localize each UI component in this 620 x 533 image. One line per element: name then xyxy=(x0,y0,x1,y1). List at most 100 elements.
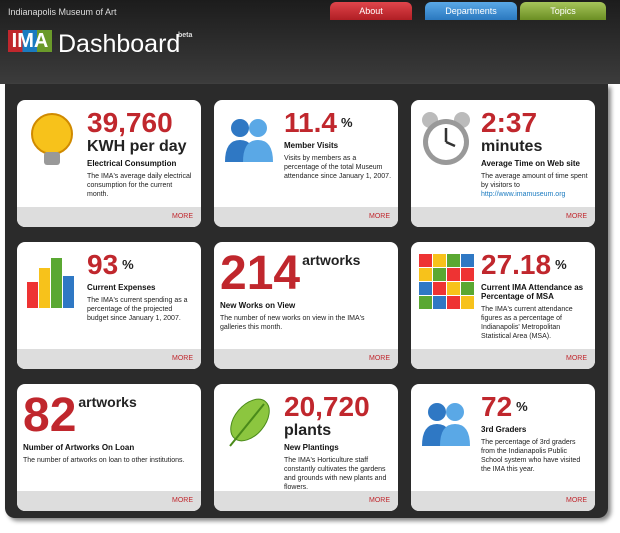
tab[interactable]: About xyxy=(330,2,412,20)
icon xyxy=(27,258,74,308)
metric-value: 20,720 plants xyxy=(284,392,392,440)
value: 93 xyxy=(87,249,119,280)
metric-value: 27.18% xyxy=(481,250,589,280)
unit: % xyxy=(555,257,567,272)
metric-value: 39,760 KWH per day xyxy=(87,108,195,156)
description-text: The average amount of time spent by visi… xyxy=(481,173,588,189)
unit: % xyxy=(340,115,353,130)
unit: KWH per day xyxy=(87,138,187,155)
icon xyxy=(225,119,273,162)
description: The IMA's current attendance figures as … xyxy=(481,305,589,341)
more-link[interactable]: MORE xyxy=(17,207,201,227)
page-title: Dashboard xyxy=(58,30,181,58)
card-body: 82 artworks Number of Artworks On Loan Th… xyxy=(23,392,195,465)
description-text: The number of artworks on loan to other … xyxy=(23,457,185,464)
value: 72 xyxy=(481,391,513,422)
metric-value: 2:37 minutes xyxy=(481,108,589,156)
tab[interactable]: Topics xyxy=(520,2,606,20)
unit: minutes xyxy=(481,138,543,155)
org-name: Indianapolis Museum of Art xyxy=(8,7,117,17)
more-link[interactable]: MORE xyxy=(17,491,201,511)
card-body: 72% 3rd Graders The percentage of 3rd gr… xyxy=(481,392,589,474)
card: 20,720 plants New Plantings The IMA's Hor… xyxy=(214,384,398,511)
card-body: 93% Current Expenses The IMA's current s… xyxy=(87,250,195,323)
more-link[interactable]: MORE xyxy=(411,491,595,511)
description: The number of artworks on loan to other … xyxy=(23,456,195,465)
header: Indianapolis Museum of Art IMA Dashboard… xyxy=(0,0,620,84)
icon xyxy=(422,403,470,446)
icon xyxy=(419,254,474,309)
card-title: New Works on View xyxy=(220,301,296,310)
card-body: 2:37 minutes Average Time on Web site The… xyxy=(481,108,589,199)
icon xyxy=(31,113,73,165)
card-body: 214 artworks New Works on View The number… xyxy=(220,250,392,332)
card-title: Current IMA Attendance as Percentage of … xyxy=(481,283,584,301)
card-title: Number of Artworks On Loan xyxy=(23,443,135,452)
beta-badge: beta xyxy=(178,32,193,39)
description: The IMA's current spending as a percenta… xyxy=(87,296,195,323)
description-text: The percentage of 3rd graders from the I… xyxy=(481,439,581,473)
value: 82 xyxy=(23,389,77,442)
card-title: 3rd Graders xyxy=(481,425,527,434)
tab[interactable]: Departments xyxy=(425,2,517,20)
card-body: 27.18% Current IMA Attendance as Percent… xyxy=(481,250,589,341)
card-body: 20,720 plants New Plantings The IMA's Hor… xyxy=(284,392,392,492)
metric-value: 93% xyxy=(87,250,195,280)
more-link[interactable]: MORE xyxy=(214,207,398,227)
metric-value: 72% xyxy=(481,392,589,422)
description: The IMA's average daily electrical consu… xyxy=(87,172,195,199)
metric-value: 214 artworks xyxy=(220,250,392,298)
card-title: Member Visits xyxy=(284,141,339,150)
more-link[interactable]: MORE xyxy=(411,349,595,369)
unit: plants xyxy=(284,422,332,439)
card: 2:37 minutes Average Time on Web site The… xyxy=(411,100,595,227)
unit: artworks xyxy=(78,394,137,410)
description: The number of new works on view in the I… xyxy=(220,314,392,332)
card: 72% 3rd Graders The percentage of 3rd gr… xyxy=(411,384,595,511)
description: The percentage of 3rd graders from the I… xyxy=(481,438,589,474)
description: The average amount of time spent by visi… xyxy=(481,172,589,199)
card: 39,760 KWH per day Electrical Consumption… xyxy=(17,100,201,227)
card-title: Average Time on Web site xyxy=(481,159,580,168)
card-title: Electrical Consumption xyxy=(87,159,177,168)
metric-value: 82 artworks xyxy=(23,392,195,440)
description-text: The IMA's average daily electrical consu… xyxy=(87,173,192,198)
value: 214 xyxy=(220,247,301,300)
card-title: New Plantings xyxy=(284,443,339,452)
link[interactable]: http://www.imamuseum.org xyxy=(481,191,566,198)
description: Visits by members as a percentage of the… xyxy=(284,154,392,181)
logo-text: IMA xyxy=(8,30,52,52)
icon xyxy=(229,398,270,447)
more-link[interactable]: MORE xyxy=(214,349,398,369)
description-text: The IMA's current attendance figures as … xyxy=(481,306,573,340)
card: 82 artworks Number of Artworks On Loan Th… xyxy=(17,384,201,511)
description-text: The IMA's Horticulture staff constantly … xyxy=(284,457,387,491)
description: The IMA's Horticulture staff constantly … xyxy=(284,456,392,492)
card-title: Current Expenses xyxy=(87,283,156,292)
value: 39,760 xyxy=(87,107,173,138)
more-link[interactable]: MORE xyxy=(214,491,398,511)
value: 27.18 xyxy=(481,249,552,280)
card: 11.4% Member Visits Visits by members as… xyxy=(214,100,398,227)
value: 2:37 xyxy=(481,107,538,138)
metric-value: 11.4% xyxy=(284,108,392,138)
unit: % xyxy=(516,399,528,414)
card-panel: 39,760 KWH per day Electrical Consumption… xyxy=(5,84,608,518)
unit: artworks xyxy=(302,252,361,268)
card-body: 11.4% Member Visits Visits by members as… xyxy=(284,108,392,181)
description-text: The number of new works on view in the I… xyxy=(220,315,365,331)
card: 27.18% Current IMA Attendance as Percent… xyxy=(411,242,595,369)
unit: % xyxy=(122,257,134,272)
icon xyxy=(422,112,470,165)
card: 214 artworks New Works on View The number… xyxy=(214,242,398,369)
description-text: Visits by members as a percentage of the… xyxy=(284,155,392,180)
card-body: 39,760 KWH per day Electrical Consumption… xyxy=(87,108,195,199)
description-text: The IMA's current spending as a percenta… xyxy=(87,297,188,322)
value: 11.4 xyxy=(284,107,337,138)
value: 20,720 xyxy=(284,391,370,422)
more-link[interactable]: MORE xyxy=(411,207,595,227)
logo: IMA xyxy=(8,30,52,52)
more-link[interactable]: MORE xyxy=(17,349,201,369)
card: 93% Current Expenses The IMA's current s… xyxy=(17,242,201,369)
